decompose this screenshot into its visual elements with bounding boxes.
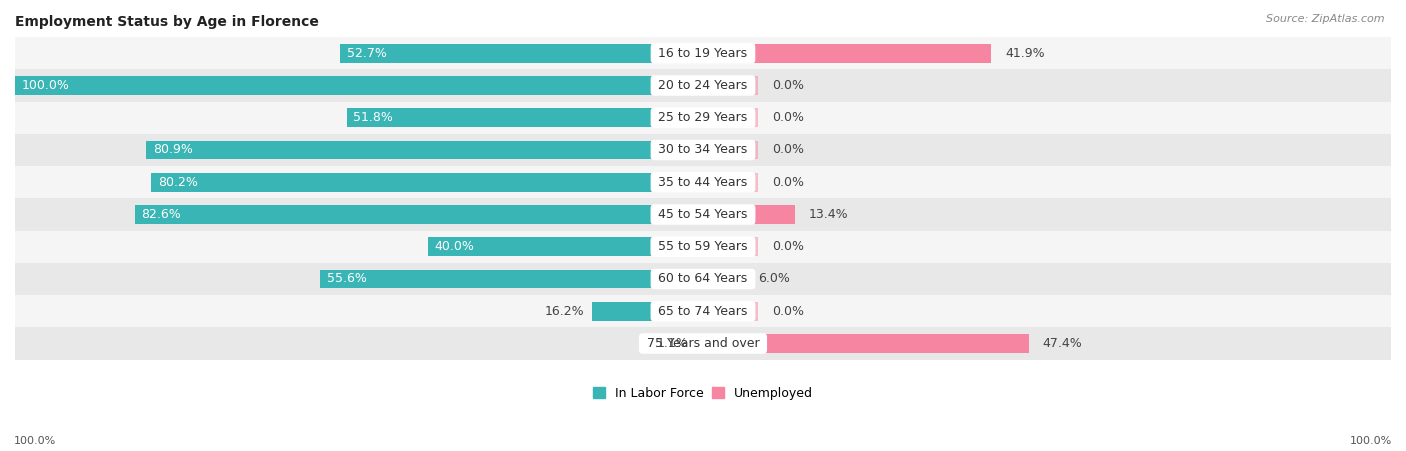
Bar bbox=[703, 141, 758, 159]
Bar bbox=[703, 44, 991, 63]
Text: 0.0%: 0.0% bbox=[772, 240, 804, 253]
Bar bbox=[347, 108, 703, 127]
Bar bbox=[15, 230, 1391, 263]
Text: 40.0%: 40.0% bbox=[434, 240, 475, 253]
Bar bbox=[427, 237, 703, 256]
Text: 100.0%: 100.0% bbox=[22, 79, 70, 92]
Bar bbox=[15, 166, 1391, 198]
Text: 55 to 59 Years: 55 to 59 Years bbox=[654, 240, 752, 253]
Text: 80.2%: 80.2% bbox=[157, 176, 198, 189]
Bar bbox=[15, 327, 1391, 359]
Bar bbox=[15, 134, 1391, 166]
Text: 6.0%: 6.0% bbox=[758, 272, 790, 285]
Bar bbox=[703, 270, 744, 288]
Bar bbox=[321, 270, 703, 288]
Bar bbox=[15, 76, 703, 95]
Text: 47.4%: 47.4% bbox=[1043, 337, 1083, 350]
Bar bbox=[15, 263, 1391, 295]
Bar bbox=[703, 173, 758, 192]
Bar bbox=[703, 205, 796, 224]
Text: 0.0%: 0.0% bbox=[772, 79, 804, 92]
Bar bbox=[703, 237, 758, 256]
Text: 20 to 24 Years: 20 to 24 Years bbox=[654, 79, 752, 92]
Bar bbox=[592, 302, 703, 321]
Text: 0.0%: 0.0% bbox=[772, 176, 804, 189]
Text: 45 to 54 Years: 45 to 54 Years bbox=[654, 208, 752, 221]
Text: 82.6%: 82.6% bbox=[142, 208, 181, 221]
Bar bbox=[15, 295, 1391, 327]
Bar bbox=[15, 69, 1391, 101]
Text: 1.1%: 1.1% bbox=[657, 337, 689, 350]
Legend: In Labor Force, Unemployed: In Labor Force, Unemployed bbox=[588, 382, 818, 405]
Bar bbox=[15, 198, 1391, 230]
Bar bbox=[146, 141, 703, 159]
Text: 100.0%: 100.0% bbox=[14, 437, 56, 446]
Bar bbox=[703, 302, 758, 321]
Text: 60 to 64 Years: 60 to 64 Years bbox=[654, 272, 752, 285]
Bar bbox=[340, 44, 703, 63]
Text: 80.9%: 80.9% bbox=[153, 143, 193, 156]
Bar bbox=[703, 108, 758, 127]
Text: 0.0%: 0.0% bbox=[772, 111, 804, 124]
Text: 16 to 19 Years: 16 to 19 Years bbox=[654, 47, 752, 60]
Text: 35 to 44 Years: 35 to 44 Years bbox=[654, 176, 752, 189]
Text: 65 to 74 Years: 65 to 74 Years bbox=[654, 305, 752, 318]
Bar bbox=[152, 173, 703, 192]
Bar bbox=[15, 37, 1391, 69]
Text: 25 to 29 Years: 25 to 29 Years bbox=[654, 111, 752, 124]
Bar bbox=[135, 205, 703, 224]
Text: Source: ZipAtlas.com: Source: ZipAtlas.com bbox=[1267, 14, 1385, 23]
Text: 51.8%: 51.8% bbox=[353, 111, 394, 124]
Text: 100.0%: 100.0% bbox=[1350, 437, 1392, 446]
Text: Employment Status by Age in Florence: Employment Status by Age in Florence bbox=[15, 15, 319, 29]
Text: 30 to 34 Years: 30 to 34 Years bbox=[654, 143, 752, 156]
Bar bbox=[703, 76, 758, 95]
Bar bbox=[696, 334, 703, 353]
Text: 16.2%: 16.2% bbox=[546, 305, 585, 318]
Text: 55.6%: 55.6% bbox=[328, 272, 367, 285]
Bar bbox=[703, 334, 1029, 353]
Text: 75 Years and over: 75 Years and over bbox=[643, 337, 763, 350]
Text: 52.7%: 52.7% bbox=[347, 47, 387, 60]
Bar bbox=[15, 101, 1391, 134]
Text: 13.4%: 13.4% bbox=[808, 208, 849, 221]
Text: 41.9%: 41.9% bbox=[1005, 47, 1045, 60]
Text: 0.0%: 0.0% bbox=[772, 143, 804, 156]
Text: 0.0%: 0.0% bbox=[772, 305, 804, 318]
